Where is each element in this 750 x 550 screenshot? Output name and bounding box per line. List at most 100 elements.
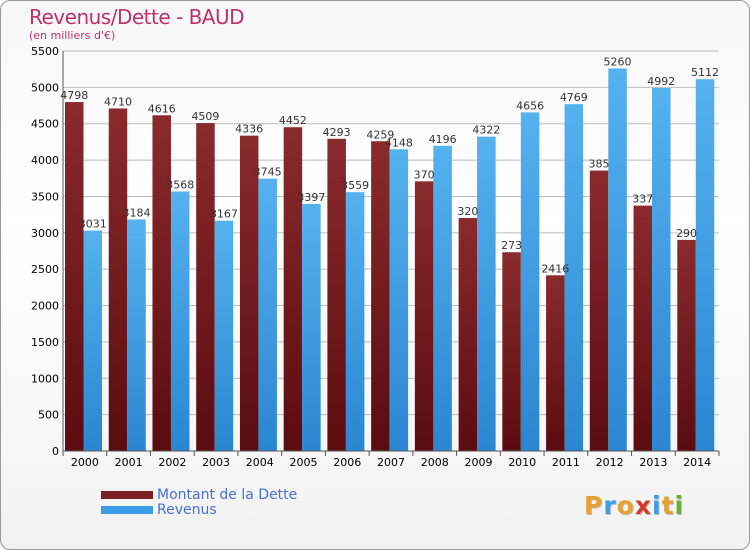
logo-letter: t [661,491,675,520]
bar-dette [414,181,434,451]
y-tick-label: 500 [38,409,59,422]
value-label-revenus: 3167 [210,208,238,221]
x-tick-label: 2003 [202,456,230,469]
logo-letter: P [584,491,604,520]
bar-dette [546,275,565,451]
bar-revenus [214,220,234,451]
value-label-revenus: 5112 [691,66,719,79]
bar-dette [677,239,696,451]
value-label-revenus: 4148 [385,136,413,149]
bar-revenus [302,203,321,451]
bar-revenus [170,191,190,451]
x-tick-label: 2006 [333,456,361,469]
bar-dette [239,135,259,451]
value-label-dette: 4259 [366,128,394,141]
chart-title: Revenus/Dette - BAUD [29,5,245,29]
legend-swatch-revenus [101,505,153,514]
x-tick-label: 2007 [377,456,405,469]
bar-revenus [652,87,671,451]
value-label-dette: 385 [589,158,610,171]
logo-letter: r [603,491,617,520]
x-tick-label: 2009 [464,456,492,469]
value-label-dette: 4509 [191,110,219,123]
bar-revenus [433,145,452,451]
y-tick-label: 2500 [31,263,59,276]
legend-item-debt: Montant de la Dette [101,486,298,503]
bar-revenus [564,104,584,451]
logo-letter: i [652,491,662,520]
bar-dette [65,102,84,452]
value-label-revenus: 4992 [647,75,675,88]
bar-dette [458,217,478,451]
value-label-dette: 337 [632,193,653,206]
x-tick-label: 2013 [639,456,667,469]
y-tick-label: 4000 [31,154,59,167]
value-label-revenus: 4656 [516,99,544,112]
bar-revenus [389,149,409,451]
value-label-revenus: 3568 [166,179,194,192]
logo-letter: o [616,491,635,520]
x-tick-label: 2011 [552,456,580,469]
value-label-dette: 4336 [235,123,263,136]
y-tick-label: 5000 [31,81,59,94]
chart-subtitle: (en milliers d'€) [29,29,116,42]
bar-dette [502,252,521,451]
axes: 0 500 1000 1500 2000 2500 3000 3500 4000 4500 5000… [31,45,720,469]
value-labels: 4798 4710 4616 4509 4336 4452 4293 4259 370 320 27… [60,55,719,275]
legend-swatch-debt [101,490,153,499]
value-label-dette: 290 [676,227,697,240]
y-tick-label: 0 [52,445,59,458]
value-label-revenus: 3031 [79,218,107,231]
value-label-dette: 4710 [104,95,132,108]
bar-dette [152,115,171,452]
y-tick-label: 3000 [31,227,59,240]
value-label-dette: 4452 [279,114,307,127]
x-tick-label: 2001 [115,456,143,469]
x-tick-label: 2008 [421,456,449,469]
y-tick-label: 2000 [31,300,59,313]
value-label-dette: 320 [457,205,478,218]
bar-revenus [695,79,715,451]
y-tick-label: 3500 [31,190,59,203]
x-tick-label: 2000 [71,456,99,469]
legend-item-revenus: Revenus [101,501,297,518]
legend-label-debt: Montant de la Dette [157,486,298,503]
bar-dette [327,138,346,452]
value-label-dette: 4616 [148,102,176,115]
bar-revenus [477,136,496,451]
x-tick-label: 2010 [508,456,536,469]
bar-dette [283,127,303,451]
y-tick-label: 1000 [31,372,59,385]
bars-group [65,68,715,452]
bar-dette [371,141,390,451]
bar-revenus [608,68,627,452]
value-label-dette: 4798 [60,89,88,102]
value-label-dette: 370 [414,168,435,181]
logo-letter: i [674,491,685,520]
value-label-revenus: 4196 [429,133,457,146]
bar-revenus [258,178,277,452]
value-label-dette: 4293 [323,126,351,139]
proxiti-logo: Proxiti [584,491,684,520]
bar-dette [589,170,609,451]
value-label-revenus: 3397 [297,191,325,204]
bar-dette [196,123,215,451]
bar-revenus [345,192,365,451]
x-tick-label: 2014 [683,456,711,469]
bar-revenus [83,230,102,451]
logo-letter: x [634,491,652,520]
y-tick-label: 4500 [31,118,59,131]
y-tick-label: 1500 [31,336,59,349]
value-label-revenus: 3184 [122,206,150,219]
value-label-dette: 273 [501,239,522,252]
legend: Montant de la Dette Revenus [101,486,298,518]
bar-revenus [520,112,540,451]
bar-dette [108,108,128,452]
value-label-revenus: 4322 [472,124,500,137]
value-label-revenus: 3745 [254,166,282,179]
x-tick-label: 2004 [246,456,274,469]
value-label-revenus: 3559 [341,179,369,192]
legend-label-revenus: Revenus [157,501,217,518]
